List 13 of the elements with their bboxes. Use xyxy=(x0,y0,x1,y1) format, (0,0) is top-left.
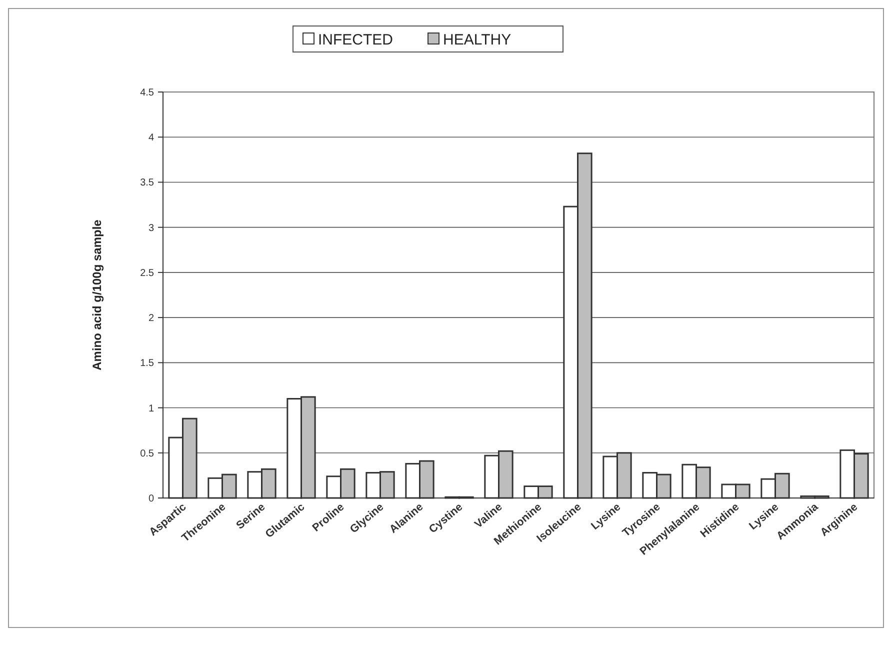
legend-label: INFECTED xyxy=(318,31,394,48)
y-tick-label: 1 xyxy=(148,403,154,414)
y-tick-label: 3 xyxy=(148,222,154,234)
y-tick-label: 4 xyxy=(148,132,154,144)
y-tick-label: 0 xyxy=(148,494,154,504)
y-tick-label: 2.5 xyxy=(140,268,154,279)
y-axis-title: Amino acid g/100g sample xyxy=(90,219,104,370)
y-tick-label: 1.5 xyxy=(140,358,154,370)
y-tick-label: 0.5 xyxy=(140,448,154,460)
y-tick-label: 3.5 xyxy=(140,178,154,189)
y-tick-label: 4.5 xyxy=(140,88,154,98)
legend-label: HEALTHY xyxy=(443,31,512,48)
y-tick-label: 2 xyxy=(148,313,154,324)
